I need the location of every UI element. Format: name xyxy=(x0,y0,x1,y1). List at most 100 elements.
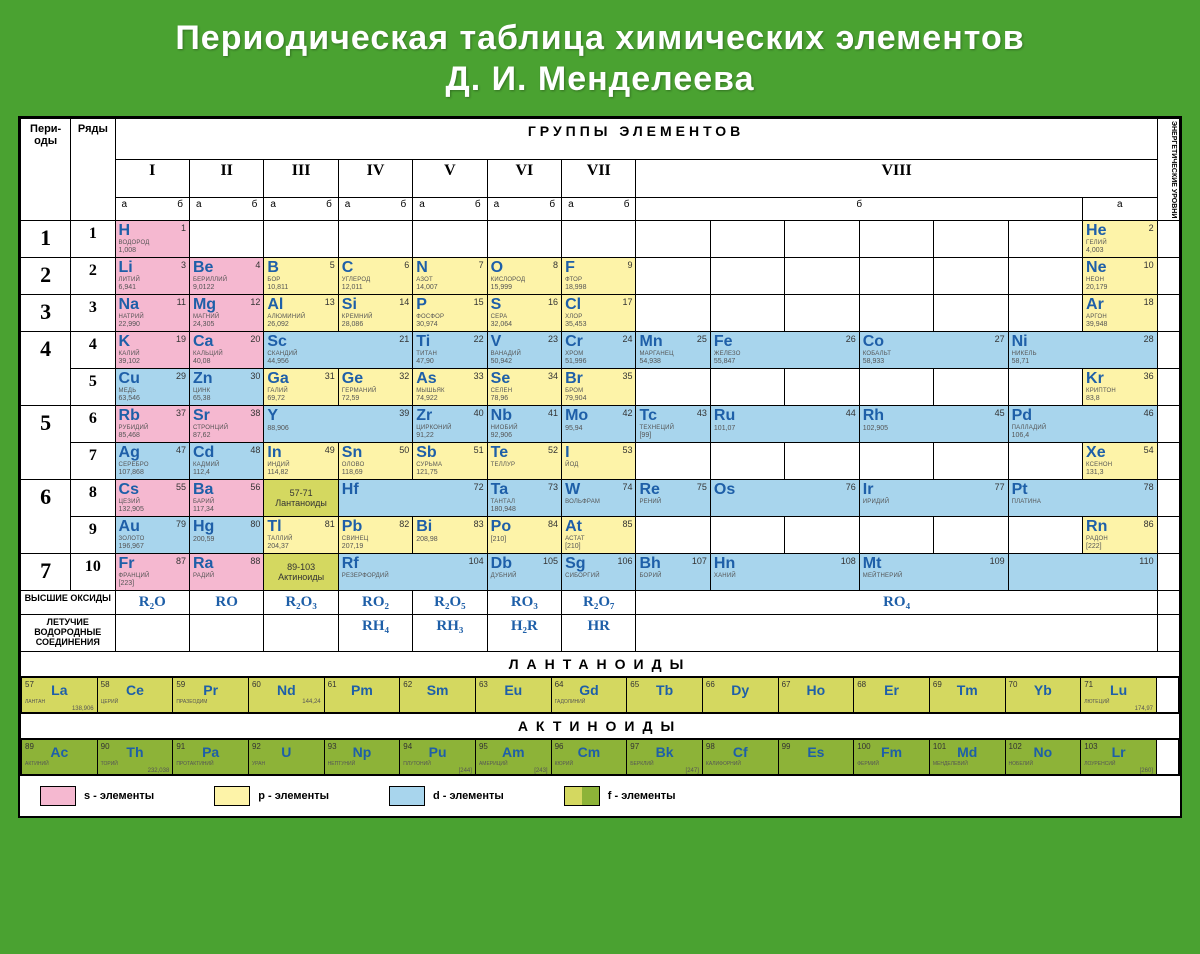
element-As: As33МЫШЬЯК74,922 xyxy=(413,369,486,405)
act-Am: 95AmАМЕРИЦИЙ[243] xyxy=(475,739,551,774)
empty xyxy=(1008,369,1082,406)
row-6: 6 xyxy=(71,406,115,443)
energy-col xyxy=(1157,517,1179,554)
legend: s - элементы p - элементы d - элементы f… xyxy=(20,776,1180,816)
empty xyxy=(636,295,710,332)
act-Cm: 96CmКЮРИЙ xyxy=(551,739,627,774)
element-Ca: Ca20КАЛЬЦИЙ40,08 xyxy=(190,332,263,368)
act-Th: 90ThТОРИЙ232,038 xyxy=(97,739,173,774)
empty xyxy=(859,517,933,554)
empty xyxy=(710,443,784,480)
empty xyxy=(636,369,710,406)
empty xyxy=(1008,258,1082,295)
oxide-0: R₂O xyxy=(115,591,189,615)
act-No: 102NoНОБЕЛИЙ xyxy=(1005,739,1081,774)
cell-Se: Se34СЕЛЕН78,96 xyxy=(487,369,561,406)
act-Np: 93NpНЕПТУНИЙ xyxy=(324,739,400,774)
cell-Br: Br35БРОМ79,904 xyxy=(562,369,636,406)
period-2: 2 xyxy=(21,258,71,295)
cell-Au: Au79ЗОЛОТО196,967 xyxy=(115,517,189,554)
element-Ni: Ni28НИКЕЛЬ58,71 xyxy=(1009,332,1157,368)
element-Ir: Ir77ИРИДИЙ xyxy=(860,480,1008,516)
element-Os: Os76 xyxy=(711,480,859,516)
lanth-Eu: 63Eu xyxy=(475,677,551,712)
table-sheet: Пери-одыРядыГРУППЫ ЭЛЕМЕНТОВЭНЕРГЕТИЧЕСК… xyxy=(18,116,1182,818)
hydride-3: RH₄ xyxy=(338,615,412,652)
element-Si: Si14КРЕМНИЙ28,086 xyxy=(339,295,412,331)
element-P: P15ФОСФОР30,974 xyxy=(413,295,486,331)
empty xyxy=(934,221,1008,258)
empty xyxy=(785,443,859,480)
element-Zr: Zr40ЦИРКОНИЙ91,22 xyxy=(413,406,486,442)
empty xyxy=(710,295,784,332)
energy-col xyxy=(1157,369,1179,406)
row-5: 5 xyxy=(71,369,115,406)
empty xyxy=(710,258,784,295)
element-Pb: Pb82СВИНЕЦ207,19 xyxy=(339,517,412,553)
empty xyxy=(264,221,338,258)
empty xyxy=(487,221,561,258)
sub-6: аб xyxy=(562,197,636,220)
empty xyxy=(413,221,487,258)
cell-Bi: Bi83208,98 xyxy=(413,517,487,554)
hdr-groups: ГРУППЫ ЭЛЕМЕНТОВ xyxy=(115,118,1157,159)
act-Ac: 89AcАКТИНИЙ xyxy=(22,739,98,774)
cell-Hn: Hn108ХАНИЙ xyxy=(710,554,859,591)
element-: 110 xyxy=(1009,554,1157,590)
lanth-Sm: 62Sm xyxy=(400,677,476,712)
element-W: W74ВОЛЬФРАМ xyxy=(562,480,635,516)
cell-S: S16СЕРА32,064 xyxy=(487,295,561,332)
cell-Po: Po84[210] xyxy=(487,517,561,554)
cell-Ni: Ni28НИКЕЛЬ58,71 xyxy=(1008,332,1157,369)
energy-col xyxy=(1157,258,1179,295)
cell-Ne: Ne10НЕОН20,179 xyxy=(1083,258,1158,295)
element-Xe: Xe54КСЕНОН131,3 xyxy=(1083,443,1157,479)
act-title: АКТИНОИДЫ xyxy=(21,713,1180,738)
element-Al: Al13АЛЮМИНИЙ26,092 xyxy=(264,295,337,331)
cell-Ca: Ca20КАЛЬЦИЙ40,08 xyxy=(189,332,263,369)
element-Sn: Sn50ОЛОВО118,69 xyxy=(339,443,412,479)
cell-Nb: Nb41НИОБИЙ92,906 xyxy=(487,406,561,443)
cell-Re: Re75РЕНИЙ xyxy=(636,480,710,517)
cell-Ba: Ba56БАРИЙ117,34 xyxy=(189,480,263,517)
lanth-Ho: 67Ho xyxy=(778,677,854,712)
lanth-marker: 57-71 Лантаноиды xyxy=(264,480,337,516)
act-row: 89AcАКТИНИЙ90ThТОРИЙ232,03891PaПРОТАКТИН… xyxy=(21,738,1180,775)
element-Cl: Cl17ХЛОР35,453 xyxy=(562,295,635,331)
element-V: V23ВАНАДИЙ50,942 xyxy=(488,332,561,368)
lanth-Dy: 66Dy xyxy=(702,677,778,712)
row-2: 2 xyxy=(71,258,115,295)
lanth-Yb: 70Yb xyxy=(1005,677,1081,712)
main-title: Периодическая таблица химических элемент… xyxy=(18,18,1182,100)
element-Ag: Ag47СЕРЕБРО107,868 xyxy=(116,443,189,479)
cell-Ra: Ra88РАДИЙ xyxy=(189,554,263,591)
oxide-8: RO₄ xyxy=(636,591,1157,615)
period-7: 7 xyxy=(21,554,71,591)
sub-4: аб xyxy=(413,197,487,220)
cell-Fr: Fr87ФРАНЦИЙ[223] xyxy=(115,554,189,591)
cell-Li: Li3ЛИТИЙ6,941 xyxy=(115,258,189,295)
hdr-energy: ЭНЕРГЕТИЧЕСКИЕ УРОВНИ xyxy=(1157,118,1179,220)
element-Po: Po84[210] xyxy=(488,517,561,553)
empty xyxy=(859,443,933,480)
cell-Ru: Ru44101,07 xyxy=(710,406,859,443)
title-line1: Периодическая таблица химических элемент… xyxy=(18,18,1182,59)
hydride-5: H₂R xyxy=(487,615,561,652)
hydride-4: RH₃ xyxy=(413,615,487,652)
cell-W: W74ВОЛЬФРАМ xyxy=(562,480,636,517)
cell-Kr: Kr36КРИПТОН83,8 xyxy=(1083,369,1158,406)
energy-col xyxy=(1157,221,1179,258)
cell-Si: Si14КРЕМНИЙ28,086 xyxy=(338,295,412,332)
row-1: 1 xyxy=(71,221,115,258)
empty xyxy=(934,369,1008,406)
element-Hf: Hf72 xyxy=(339,480,487,516)
lanth-title: ЛАНТАНОИДЫ xyxy=(21,651,1180,676)
cell-B: B5БОР10,811 xyxy=(264,258,338,295)
element-K: K19КАЛИЙ39,102 xyxy=(116,332,189,368)
cell-N: N7АЗОТ14,007 xyxy=(413,258,487,295)
element-Pd: Pd46ПАЛЛАДИЙ106,4 xyxy=(1009,406,1157,442)
element-Li: Li3ЛИТИЙ6,941 xyxy=(116,258,189,294)
energy-col xyxy=(1157,406,1179,443)
cell-Mt: Mt109МЕЙТНЕРИЙ xyxy=(859,554,1008,591)
cell-C: C6УГЛЕРОД12,011 xyxy=(338,258,412,295)
